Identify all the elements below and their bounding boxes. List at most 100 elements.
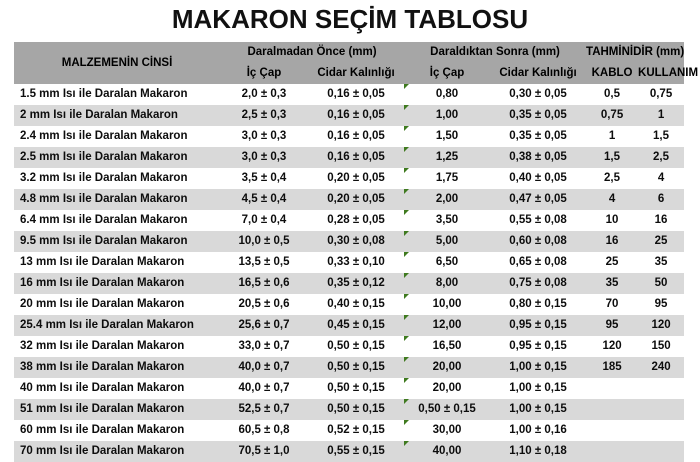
cell-before-inner-diameter: 7,0 ± 0,4 (220, 210, 308, 231)
header-after-wall-thickness: Cidar Kalınlığı (490, 63, 587, 84)
cell-estimate-usage: 6 (638, 189, 685, 210)
cell-after-inner-diameter: 40,00 (404, 441, 491, 462)
cell-after-wall-thickness: 0,35 ± 0,05 (490, 126, 587, 147)
cell-after-wall-thickness: 0,80 ± 0,15 (490, 294, 587, 315)
cell-before-inner-diameter: 40,0 ± 0,7 (220, 378, 308, 399)
cell-before-inner-diameter: 70,5 ± 1,0 (220, 441, 308, 462)
cell-material-type: 32 mm Isı ile Daralan Makaron (14, 336, 220, 357)
cell-estimate-cable (586, 399, 639, 420)
cell-estimate-usage: 0,75 (638, 84, 685, 105)
table-row: 9.5 mm Isı ile Daralan Makaron 10,0 ± 0,5… (14, 231, 685, 252)
table-row: 40 mm Isı ile Daralan Makaron 40,0 ± 0,7 0… (14, 378, 685, 399)
cell-before-inner-diameter: 4,5 ± 0,4 (220, 189, 308, 210)
cell-estimate-usage: 150 (638, 336, 685, 357)
cell-after-inner-diameter: 6,50 (404, 252, 491, 273)
cell-material-type: 13 mm Isı ile Daralan Makaron (14, 252, 220, 273)
cell-after-inner-diameter: 1,50 (404, 126, 491, 147)
cell-before-inner-diameter: 25,6 ± 0,7 (220, 315, 308, 336)
table-row: 1.5 mm Isı ile Daralan Makaron 2,0 ± 0,3 0… (14, 84, 685, 105)
cell-material-type: 16 mm Isı ile Daralan Makaron (14, 273, 220, 294)
cell-after-wall-thickness: 0,30 ± 0,05 (490, 84, 587, 105)
page-title: MAKARON SEÇİM TABLOSU (171, 4, 529, 34)
table-row: 13 mm Isı ile Daralan Makaron 13,5 ± 0,5 0… (14, 252, 685, 273)
cell-estimate-cable: 10 (586, 210, 639, 231)
error-indicator-icon (404, 441, 410, 446)
cell-before-inner-diameter: 10,0 ± 0,5 (220, 231, 308, 252)
cell-estimate-cable: 0,75 (586, 105, 639, 126)
cell-before-inner-diameter: 60,5 ± 0,8 (220, 420, 308, 441)
cell-before-inner-diameter: 20,5 ± 0,6 (220, 294, 308, 315)
cell-after-inner-diameter: 1,25 (404, 147, 491, 168)
header-row-groups: MALZEMENİN CİNSİ Daralmadan Önce (mm) Da… (14, 42, 684, 84)
error-indicator-icon (404, 105, 410, 110)
header-after-inner-diameter: İç Çap (404, 63, 491, 84)
cell-after-wall-thickness: 0,95 ± 0,15 (490, 315, 587, 336)
table-row: 16 mm Isı ile Daralan Makaron 16,5 ± 0,6 0… (14, 273, 685, 294)
cell-material-type: 38 mm Isı ile Daralan Makaron (14, 357, 220, 378)
cell-before-wall-thickness: 0,16 ± 0,05 (308, 84, 405, 105)
cell-estimate-cable: 95 (586, 315, 639, 336)
table-header: MALZEMENİN CİNSİ Daralmadan Önce (mm) Da… (14, 42, 698, 84)
cell-estimate-cable: 1,5 (586, 147, 639, 168)
error-indicator-icon (404, 210, 410, 215)
cell-after-wall-thickness: 0,40 ± 0,05 (490, 168, 587, 189)
cell-after-wall-thickness: 0,65 ± 0,08 (490, 252, 587, 273)
error-indicator-icon (404, 231, 410, 236)
cell-material-type: 6.4 mm Isı ile Daralan Makaron (14, 210, 220, 231)
table-row: 60 mm Isı ile Daralan Makaron 60,5 ± 0,8 0… (14, 420, 685, 441)
cell-estimate-cable: 35 (586, 273, 639, 294)
cell-estimate-usage: 35 (638, 252, 685, 273)
error-indicator-icon (404, 420, 410, 425)
cell-material-type: 51 mm Isı ile Daralan Makaron (14, 399, 220, 420)
cell-before-wall-thickness: 0,20 ± 0,05 (308, 168, 405, 189)
error-indicator-icon (404, 378, 410, 383)
error-indicator-icon (404, 315, 410, 320)
error-indicator-icon (404, 273, 410, 278)
cell-before-inner-diameter: 2,5 ± 0,3 (220, 105, 308, 126)
header-group-estimate: TAHMİNİDİR (mm) (586, 42, 684, 63)
table-row: 6.4 mm Isı ile Daralan Makaron 7,0 ± 0,4 0… (14, 210, 685, 231)
cell-estimate-usage: 95 (638, 294, 685, 315)
cell-after-inner-diameter: 2,00 (404, 189, 491, 210)
cell-before-wall-thickness: 0,50 ± 0,15 (308, 357, 405, 378)
cell-before-wall-thickness: 0,30 ± 0,08 (308, 231, 405, 252)
cell-before-inner-diameter: 40,0 ± 0,7 (220, 357, 308, 378)
cell-after-wall-thickness: 1,00 ± 0,15 (490, 357, 587, 378)
cell-estimate-usage: 16 (638, 210, 685, 231)
cell-before-inner-diameter: 16,5 ± 0,6 (220, 273, 308, 294)
cell-after-inner-diameter: 1,00 (404, 105, 491, 126)
cell-after-wall-thickness: 1,10 ± 0,18 (490, 441, 587, 462)
cell-after-wall-thickness: 0,47 ± 0,05 (490, 189, 587, 210)
cell-material-type: 2.5 mm Isı ile Daralan Makaron (14, 147, 220, 168)
cell-estimate-usage (638, 420, 685, 441)
table-row: 38 mm Isı ile Daralan Makaron 40,0 ± 0,7 0… (14, 357, 685, 378)
cell-before-inner-diameter: 2,0 ± 0,3 (220, 84, 308, 105)
cell-material-type: 20 mm Isı ile Daralan Makaron (14, 294, 220, 315)
cell-estimate-cable: 0,5 (586, 84, 639, 105)
header-material-type: MALZEMENİN CİNSİ (14, 42, 220, 84)
makaron-table-container: MALZEMENİN CİNSİ Daralmadan Önce (mm) Da… (14, 42, 698, 462)
error-indicator-icon (404, 189, 410, 194)
header-before-wall-thickness: Cidar Kalınlığı (308, 63, 405, 84)
cell-after-inner-diameter: 16,50 (404, 336, 491, 357)
header-group-before: Daralmadan Önce (mm) (220, 42, 405, 63)
table-row: 70 mm Isı ile Daralan Makaron 70,5 ± 1,0 0… (14, 441, 685, 462)
error-indicator-icon (404, 168, 410, 173)
cell-estimate-cable: 120 (586, 336, 639, 357)
cell-estimate-cable: 185 (586, 357, 639, 378)
table-row: 3.2 mm Isı ile Daralan Makaron 3,5 ± 0,4 0… (14, 168, 685, 189)
header-group-after: Daraldıktan Sonra (mm) (404, 42, 587, 63)
cell-estimate-usage: 4 (638, 168, 685, 189)
cell-before-inner-diameter: 13,5 ± 0,5 (220, 252, 308, 273)
cell-before-inner-diameter: 3,0 ± 0,3 (220, 126, 308, 147)
header-before-inner-diameter: İç Çap (220, 63, 308, 84)
cell-before-wall-thickness: 0,33 ± 0,10 (308, 252, 405, 273)
makaron-selection-table: MALZEMENİN CİNSİ Daralmadan Önce (mm) Da… (14, 42, 698, 462)
cell-after-inner-diameter: 0,50 ± 0,15 (404, 399, 491, 420)
cell-after-wall-thickness: 1,00 ± 0,15 (490, 378, 587, 399)
cell-before-wall-thickness: 0,28 ± 0,05 (308, 210, 405, 231)
cell-before-inner-diameter: 3,0 ± 0,3 (220, 147, 308, 168)
cell-after-wall-thickness: 0,60 ± 0,08 (490, 231, 587, 252)
table-row: 25.4 mm Isı ile Daralan Makaron 25,6 ± 0,… (14, 315, 685, 336)
cell-before-wall-thickness: 0,50 ± 0,15 (308, 378, 405, 399)
